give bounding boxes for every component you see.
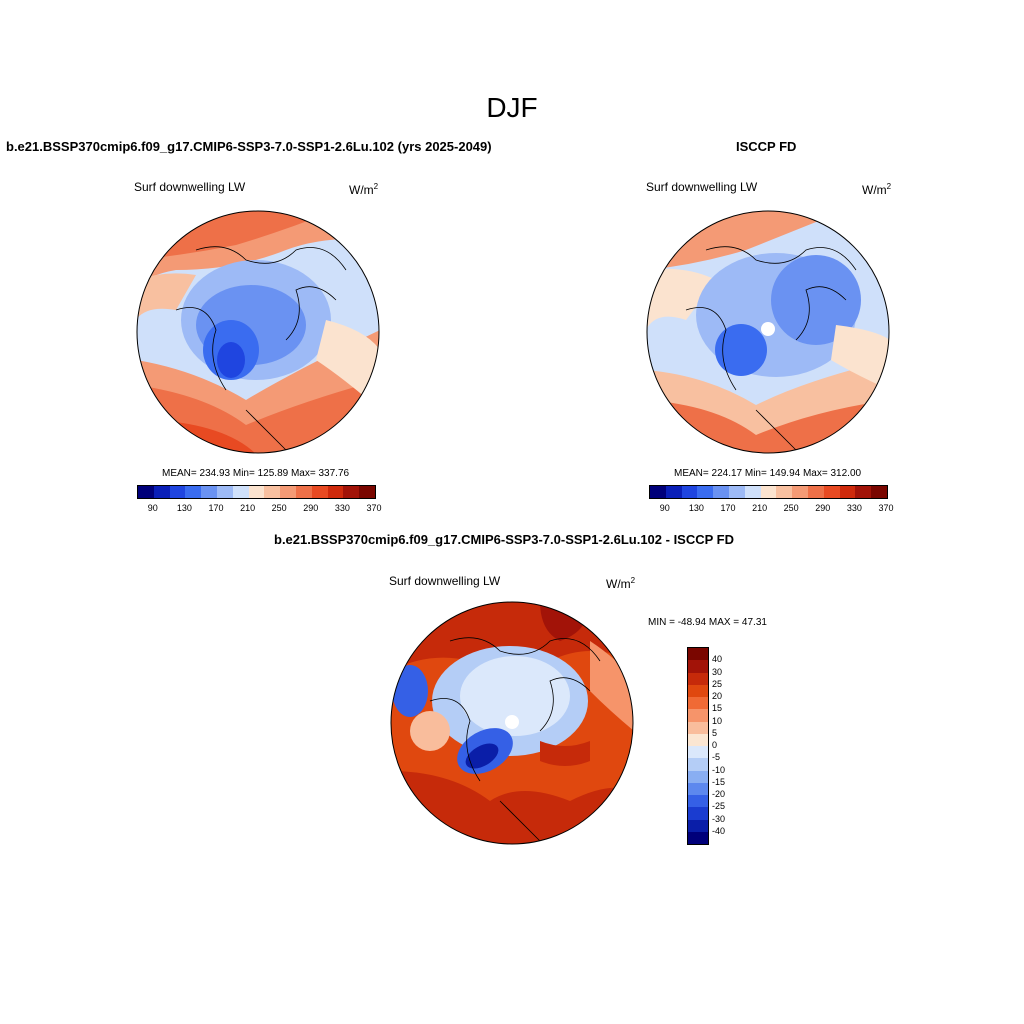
colorbar-swatch: [688, 672, 708, 685]
panel-2-units: W/m2: [862, 182, 892, 197]
colorbar-swatch: [359, 486, 375, 498]
main-title: DJF: [486, 92, 538, 123]
panel-1-variable-label: Surf downwelling LW: [134, 180, 246, 194]
colorbar-swatch: [688, 795, 708, 808]
panel-3-colorbar: [687, 647, 709, 845]
colorbar-swatch: [688, 831, 708, 844]
panel-2-variable-label: Surf downwelling LW: [646, 180, 758, 194]
colorbar-swatch: [823, 486, 840, 498]
colorbar-swatch: [138, 486, 154, 498]
colorbar-swatch: [343, 486, 360, 498]
colorbar-swatch: [688, 684, 708, 697]
colorbar-tick-label: 330: [846, 503, 862, 513]
colorbar-tick-label: -40: [712, 825, 726, 836]
colorbar-swatch: [650, 486, 666, 498]
colorbar-tick-label: 15: [712, 703, 723, 714]
colorbar-tick-label: 170: [720, 503, 736, 513]
colorbar-swatch: [839, 486, 856, 498]
colorbar-swatch: [688, 770, 708, 783]
colorbar-tick-label: 210: [240, 503, 256, 513]
panel-3-variable-label: Surf downwelling LW: [389, 574, 501, 588]
panel-2-title: ISCCP FD: [736, 139, 797, 154]
panel-3-colorbar-labels: 40 30 25 20 15 10 5 0 -5 -10 -15 -20 -25 -30 -40: [712, 647, 752, 843]
colorbar-swatch: [201, 486, 217, 498]
colorbar-swatch: [871, 486, 887, 498]
panel-3-units: W/m2: [606, 576, 636, 591]
colorbar-tick-label: -25: [712, 801, 726, 812]
colorbar-tick-label: -30: [712, 813, 726, 824]
colorbar-swatch: [295, 486, 312, 498]
colorbar-tick-label: 130: [176, 503, 192, 513]
panel-1-title: b.e21.BSSP370cmip6.f09_g17.CMIP6-SSP3-7.…: [6, 139, 492, 154]
colorbar-tick-label: 210: [752, 503, 768, 513]
colorbar-tick-label: 290: [815, 503, 831, 513]
panel-2-polar-map: [646, 210, 890, 454]
colorbar-swatch: [688, 807, 708, 820]
colorbar-swatch: [760, 486, 777, 498]
colorbar-tick-label: 330: [334, 503, 350, 513]
colorbar-swatch: [688, 782, 708, 795]
colorbar-swatch: [697, 486, 714, 498]
panel-3-stats: MIN = -48.94 MAX = 47.31: [648, 617, 767, 628]
panel-1-colorbar: [137, 485, 376, 499]
colorbar-swatch: [280, 486, 296, 498]
panel-2-stats: MEAN= 224.17 Min= 149.94 Max= 312.00: [674, 468, 862, 479]
colorbar-tick-label: 250: [783, 503, 799, 513]
colorbar-swatch: [776, 486, 793, 498]
colorbar-swatch: [232, 486, 249, 498]
colorbar-swatch: [688, 660, 708, 673]
colorbar-swatch: [681, 486, 698, 498]
colorbar-swatch: [688, 819, 708, 832]
colorbar-tick-label: 30: [712, 666, 723, 677]
colorbar-swatch: [169, 486, 186, 498]
colorbar-swatch: [185, 486, 202, 498]
colorbar-swatch: [688, 697, 708, 710]
colorbar-swatch: [688, 648, 708, 661]
colorbar-tick-label: 20: [712, 691, 723, 701]
panel-3-polar-map: [390, 601, 634, 845]
colorbar-tick-label: 40: [712, 654, 723, 665]
colorbar-swatch: [665, 486, 682, 498]
colorbar-tick-label: 10: [712, 715, 723, 726]
colorbar-swatch: [688, 746, 708, 759]
colorbar-swatch: [688, 709, 708, 722]
colorbar-swatch: [688, 758, 708, 771]
colorbar-swatch: [728, 486, 745, 498]
colorbar-swatch: [311, 486, 328, 498]
colorbar-tick-label: 370: [878, 503, 894, 513]
colorbar-tick-label: 370: [366, 503, 382, 513]
panel-2-colorbar-labels: 90 130 170 210 250 290 330 370: [649, 503, 894, 515]
colorbar-tick-label: 90: [147, 503, 158, 513]
panel-1-units: W/m2: [349, 182, 379, 197]
colorbar-tick-label: -15: [712, 776, 726, 787]
colorbar-swatch: [713, 486, 729, 498]
panel-2-colorbar: [649, 485, 888, 499]
colorbar-tick-label: 290: [303, 503, 319, 513]
panel-1-colorbar-labels: 90 130 170 210 250 290 330 370: [137, 503, 382, 515]
colorbar-swatch: [327, 486, 344, 498]
colorbar-swatch: [744, 486, 761, 498]
colorbar-swatch: [688, 733, 708, 746]
panel-3-title: b.e21.BSSP370cmip6.f09_g17.CMIP6-SSP3-7.…: [274, 532, 735, 547]
colorbar-swatch: [688, 721, 708, 734]
colorbar-tick-label: 250: [271, 503, 287, 513]
colorbar-tick-label: 5: [712, 727, 718, 738]
panel-1-stats: MEAN= 234.93 Min= 125.89 Max= 337.76: [162, 468, 350, 479]
panel-1-polar-map: [136, 210, 380, 454]
colorbar-swatch: [248, 486, 265, 498]
colorbar-tick-label: 0: [712, 740, 718, 750]
colorbar-tick-label: 130: [688, 503, 704, 513]
colorbar-tick-label: 90: [659, 503, 670, 513]
colorbar-swatch: [855, 486, 872, 498]
colorbar-swatch: [216, 486, 233, 498]
colorbar-swatch: [264, 486, 281, 498]
colorbar-swatch: [807, 486, 824, 498]
colorbar-tick-label: -10: [712, 764, 726, 775]
colorbar-tick-label: -5: [712, 752, 721, 763]
colorbar-tick-label: 25: [712, 678, 723, 689]
colorbar-tick-label: 170: [208, 503, 224, 513]
colorbar-swatch: [792, 486, 808, 498]
colorbar-swatch: [153, 486, 170, 498]
colorbar-tick-label: -20: [712, 789, 726, 799]
